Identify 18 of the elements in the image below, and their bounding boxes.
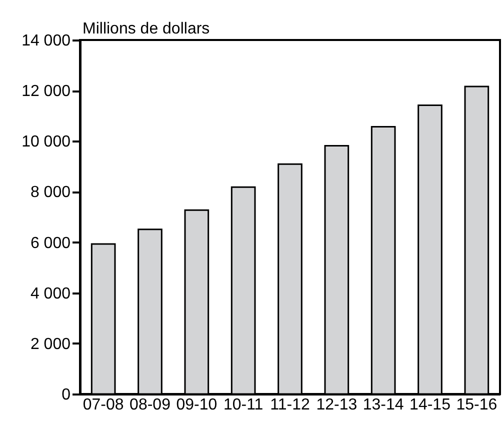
x-tick-label: 14-15 [410, 396, 451, 414]
x-tick-label: 11-12 [270, 396, 310, 414]
x-tick-label: 15-16 [456, 396, 498, 414]
y-tick-label: 12 000 [22, 83, 71, 100]
y-tick-label: 6 000 [30, 234, 71, 252]
x-tick-label: 09-10 [176, 396, 218, 414]
y-tick-label: 0 [62, 386, 71, 404]
x-tick-label: 13-14 [362, 396, 404, 414]
y-tick-label: 10 000 [22, 134, 71, 151]
y-axis-title: Millions de dollars [82, 20, 210, 38]
x-tick-label: 07-08 [82, 396, 124, 414]
x-tick-label: 10-11 [223, 396, 264, 414]
x-tick-label: 12-13 [316, 396, 358, 414]
y-tick-label: 2 000 [30, 336, 71, 353]
y-tick-label: 8 000 [30, 184, 71, 202]
y-tick-label: 14 000 [22, 32, 71, 50]
y-tick-label: 4 000 [30, 285, 71, 302]
x-tick-label: 08-09 [130, 396, 171, 414]
